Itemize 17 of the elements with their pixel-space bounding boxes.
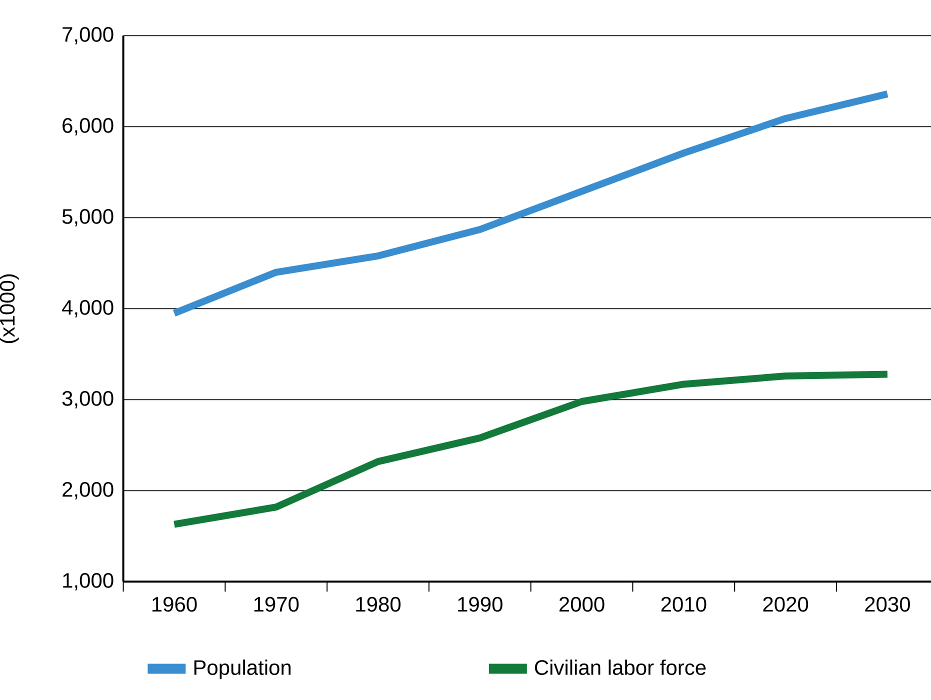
legend-label: Population bbox=[194, 660, 291, 680]
y-tick-label: 7,000 bbox=[62, 27, 114, 44]
y-tick-label: 6,000 bbox=[62, 118, 114, 136]
y-tick-label: 2,000 bbox=[62, 482, 114, 500]
x-tick-label: 2030 bbox=[865, 596, 910, 612]
x-tick-label: 2000 bbox=[559, 596, 604, 612]
legend-label: Civilian labor force bbox=[534, 660, 706, 675]
x-tick-label: 1980 bbox=[356, 596, 401, 612]
x-tick-label: 2020 bbox=[763, 596, 808, 612]
y-tick-label: 4,000 bbox=[62, 300, 114, 318]
x-tick-label: 1990 bbox=[458, 596, 502, 612]
y-tick-label: 5,000 bbox=[62, 209, 114, 226]
x-tick-label: 1970 bbox=[254, 596, 299, 612]
y-tick-label: 3,000 bbox=[62, 391, 114, 408]
y-tick-label: 1,000 bbox=[63, 573, 114, 590]
x-tick-label: 2010 bbox=[661, 596, 706, 612]
x-tick-label: 1960 bbox=[152, 596, 197, 612]
